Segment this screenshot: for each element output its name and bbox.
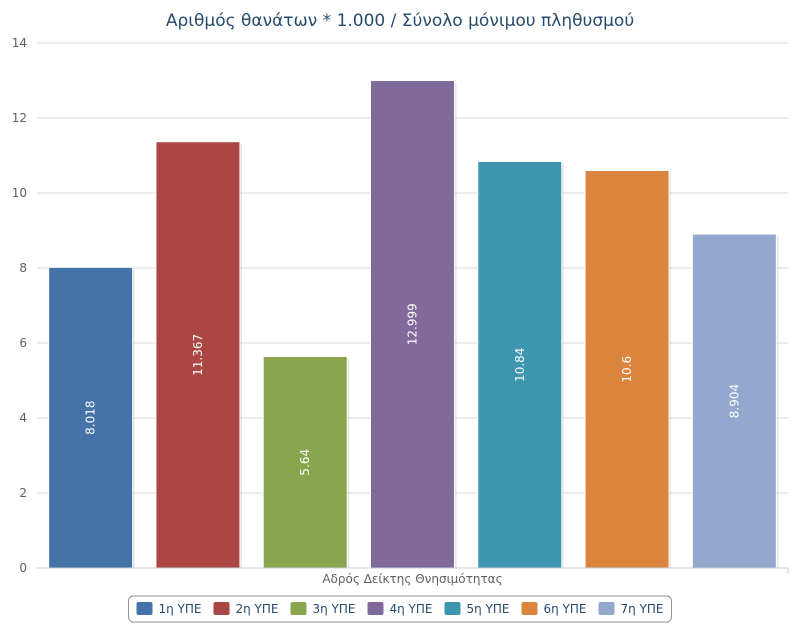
- axes: 0 2 4 6 8 10 12 14 Αδρός Δείκτης Θνησιμότητας: [12, 36, 789, 586]
- legend-swatch[interactable]: [521, 602, 538, 615]
- y-tick-label: 10: [12, 186, 27, 200]
- legend-label: 4η ΥΠΕ: [390, 602, 433, 616]
- bar-6[interactable]: [584, 170, 670, 569]
- bar-value-label: 10.6: [620, 356, 634, 383]
- y-tick-label: 4: [19, 411, 27, 425]
- bar-value-label: 10.84: [513, 348, 527, 382]
- legend-label: 7η ΥΠΕ: [621, 602, 664, 616]
- legend-label: 1η ΥΠΕ: [159, 602, 202, 616]
- legend-label: 3η ΥΠΕ: [313, 602, 356, 616]
- y-tick-label: 14: [12, 36, 27, 50]
- bar-5[interactable]: [477, 161, 563, 569]
- x-category-label: Αδρός Δείκτης Θνησιμότητας: [322, 572, 502, 586]
- bar-value-label: 11.367: [191, 334, 205, 376]
- legend-label: 2η ΥΠΕ: [236, 602, 279, 616]
- legend-label: 5η ΥΠΕ: [467, 602, 510, 616]
- legend-swatch[interactable]: [213, 602, 230, 615]
- legend-swatch[interactable]: [290, 602, 307, 615]
- legend[interactable]: 1η ΥΠΕ 2η ΥΠΕ 3η ΥΠΕ 4η ΥΠΕ 5η ΥΠΕ 6η ΥΠΕ 7η Υ…: [128, 595, 672, 623]
- legend-swatch[interactable]: [136, 602, 153, 615]
- legend-swatch[interactable]: [367, 602, 384, 615]
- bar-value-label: 8.018: [84, 400, 98, 434]
- bar-value-label: 8.904: [727, 384, 741, 418]
- y-tick-label: 8: [19, 261, 27, 275]
- bars: [48, 80, 779, 569]
- bar-value-label: 5.64: [298, 449, 312, 476]
- chart-title: Αριθμός θανάτων * 1.000 / Σύνολο μόνιμου…: [166, 11, 634, 31]
- bar-value-label: 12.999: [406, 303, 420, 345]
- y-tick-label: 0: [19, 561, 27, 575]
- legend-swatch[interactable]: [444, 602, 461, 615]
- y-tick-label: 2: [19, 486, 27, 500]
- y-tick-label: 12: [12, 111, 27, 125]
- legend-swatch[interactable]: [598, 602, 615, 615]
- bar-4[interactable]: [370, 80, 455, 569]
- bar-7[interactable]: [691, 233, 777, 569]
- legend-label: 6η ΥΠΕ: [544, 602, 587, 616]
- bar-2[interactable]: [155, 141, 241, 569]
- y-tick-label: 6: [19, 336, 27, 350]
- bar-1[interactable]: [48, 266, 134, 569]
- data-labels: 8.018 11.367 5.64 12.999 10.84 10.6 8.904: [84, 303, 742, 475]
